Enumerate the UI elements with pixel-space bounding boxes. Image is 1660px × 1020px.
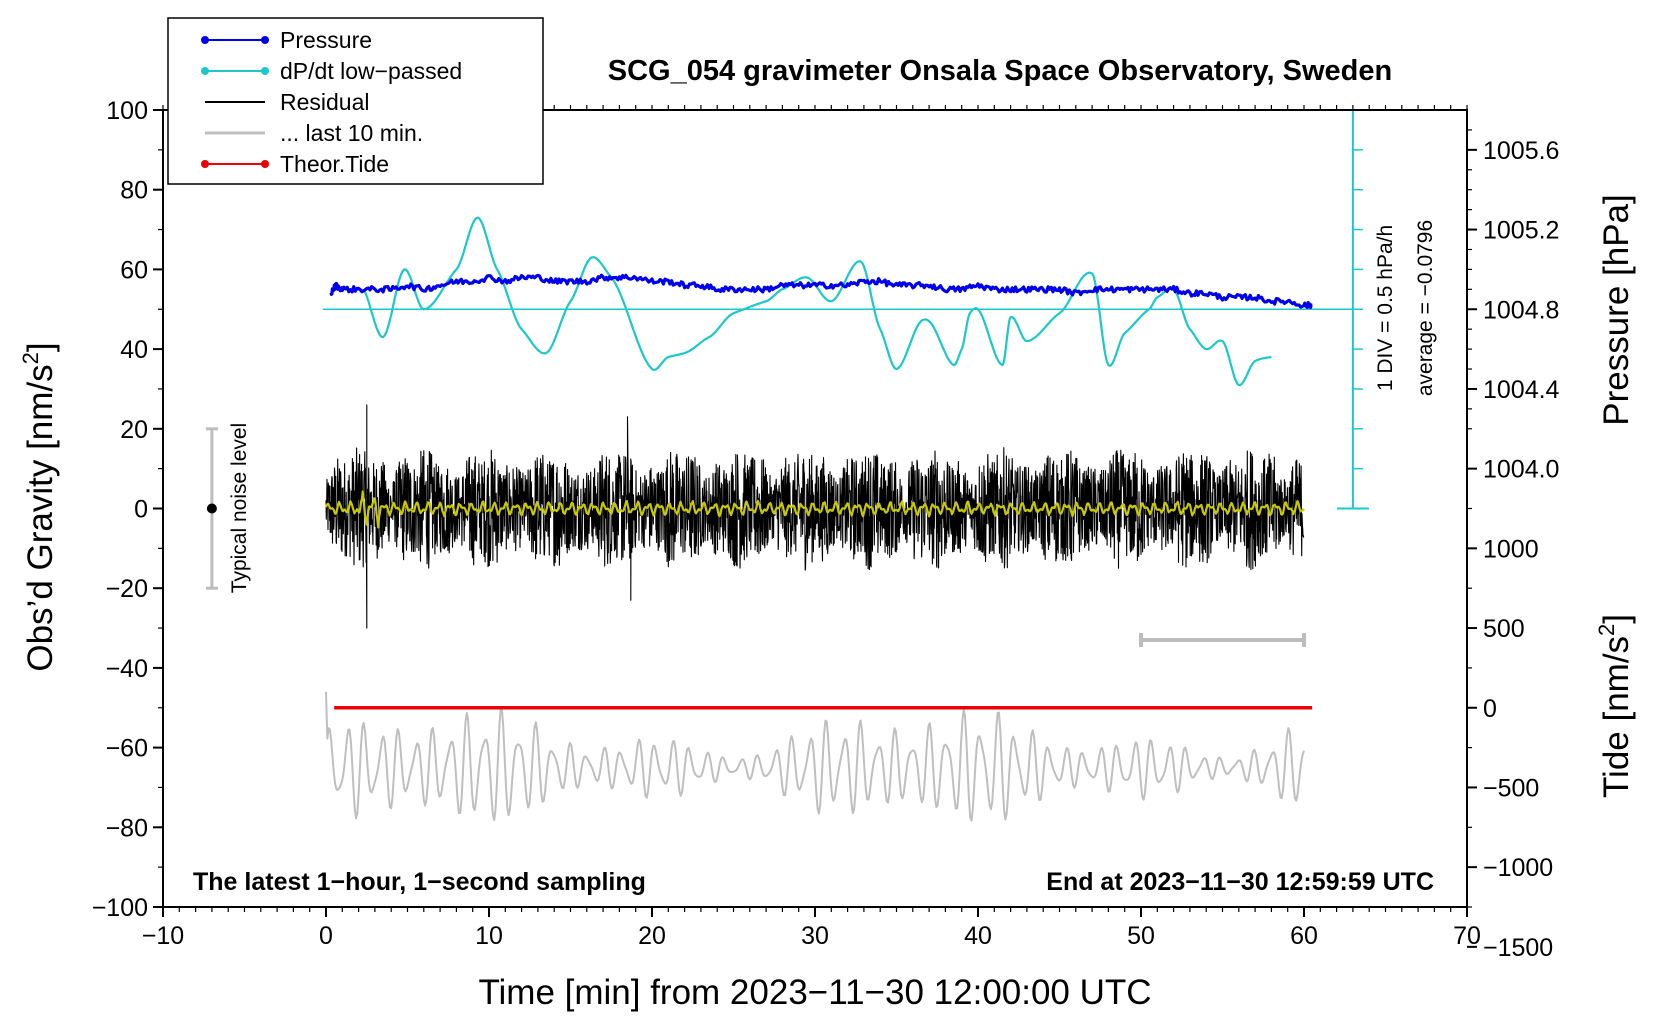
y-tick-label: 0 bbox=[134, 496, 148, 524]
legend-marker-start bbox=[201, 160, 209, 168]
y-tick-label: −80 bbox=[106, 814, 148, 842]
x-tick-label: 10 bbox=[475, 922, 503, 950]
y-tick-label: 40 bbox=[120, 336, 148, 364]
y-tick-label: 100 bbox=[106, 97, 148, 125]
pressure-tick-label: 1004.0 bbox=[1483, 456, 1559, 484]
legend-marker-end bbox=[261, 160, 269, 168]
y-tick-label: −100 bbox=[92, 894, 148, 922]
pressure-axis-label: Pressure [hPa] bbox=[1597, 194, 1636, 426]
noise-level-center-dot bbox=[206, 503, 217, 514]
legend-label: Pressure bbox=[280, 27, 372, 53]
x-tick-label: 40 bbox=[964, 922, 992, 950]
sampling-annotation: The latest 1−hour, 1−second sampling bbox=[193, 868, 646, 896]
dpdt-scale-label: 1 DIV = 0.5 hPa/h bbox=[1374, 225, 1397, 391]
x-tick-label: −10 bbox=[142, 922, 184, 950]
last-10-min-series bbox=[325, 691, 1305, 822]
noise-level-label: Typical noise level bbox=[228, 423, 251, 593]
x-axis-label: Time [min] from 2023−11−30 12:00:00 UTC bbox=[478, 973, 1151, 1012]
tide-tick-label: −500 bbox=[1483, 774, 1539, 802]
x-tick-label: 70 bbox=[1453, 922, 1481, 950]
residual-series bbox=[325, 404, 1305, 629]
chart-title: SCG_054 gravimeter Onsala Space Observat… bbox=[608, 55, 1392, 87]
y-tick-label: 80 bbox=[120, 177, 148, 205]
y-tick-label: −60 bbox=[106, 735, 148, 763]
tide-axis-label: Tide [nm/s2] bbox=[1594, 614, 1636, 798]
x-tick-label: 60 bbox=[1290, 922, 1318, 950]
legend-label: Theor.Tide bbox=[280, 151, 389, 177]
y-tick-label: −20 bbox=[106, 575, 148, 603]
pressure-tick-label: 1005.2 bbox=[1483, 217, 1559, 245]
y-tick-label: 20 bbox=[120, 416, 148, 444]
x-tick-label: 50 bbox=[1127, 922, 1155, 950]
dpdt-average-label: average = −0.0796 bbox=[1414, 220, 1437, 396]
x-tick-label: 20 bbox=[638, 922, 666, 950]
legend-marker-end bbox=[261, 67, 269, 75]
legend-label: dP/dt low−passed bbox=[280, 58, 462, 84]
pressure-series bbox=[329, 273, 1313, 310]
legend-marker-start bbox=[201, 36, 209, 44]
tide-tick-label: 1000 bbox=[1483, 535, 1539, 563]
y-tick-label: −40 bbox=[106, 655, 148, 683]
legend-label: Residual bbox=[280, 89, 370, 115]
tide-tick-label: −1000 bbox=[1483, 854, 1553, 882]
tide-tick-label: 0 bbox=[1483, 695, 1497, 723]
y-tick-label: 60 bbox=[120, 256, 148, 284]
pressure-tick-label: 1005.6 bbox=[1483, 137, 1559, 165]
legend-marker-end bbox=[261, 36, 269, 44]
x-tick-label: 0 bbox=[319, 922, 333, 950]
legend-marker-start bbox=[201, 67, 209, 75]
pressure-tick-label: 1004.8 bbox=[1483, 296, 1559, 324]
x-tick-label: 30 bbox=[801, 922, 829, 950]
dpdt-series bbox=[362, 216, 1272, 387]
y-axis-label: Obs’d Gravity [nm/s2] bbox=[18, 342, 60, 671]
tide-tick-label: −1500 bbox=[1483, 934, 1553, 962]
tide-tick-label: 500 bbox=[1483, 615, 1525, 643]
residual-smoothed-series bbox=[324, 490, 1305, 529]
legend-label: ... last 10 min. bbox=[280, 120, 423, 146]
pressure-tick-label: 1004.4 bbox=[1483, 376, 1560, 404]
end-time-annotation: End at 2023−11−30 12:59:59 UTC bbox=[1046, 868, 1434, 896]
